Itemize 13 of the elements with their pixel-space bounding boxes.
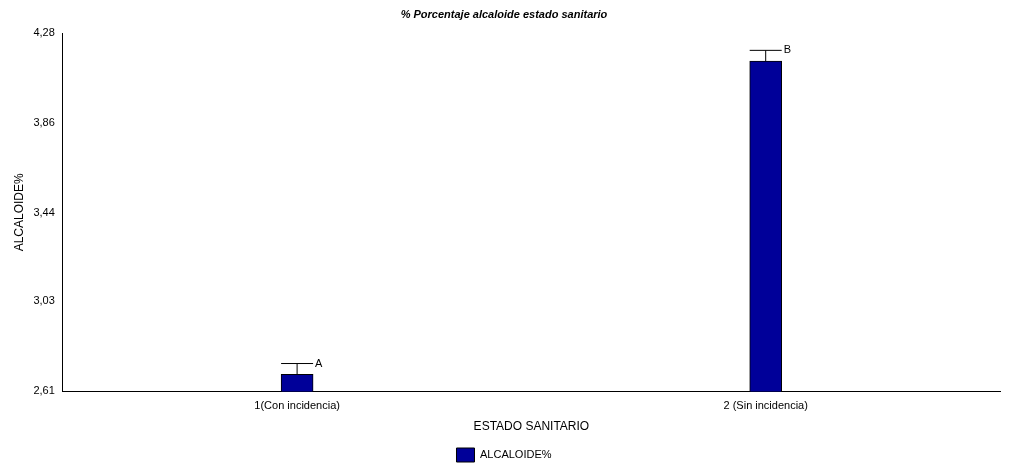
x-tick-label: 1(Con incidencia): [254, 399, 340, 412]
x-tick-label: 2 (Sin incidencia): [723, 399, 808, 412]
y-tick-label: 3,03: [33, 294, 55, 307]
x-axis-title: ESTADO SANITARIO: [473, 419, 590, 434]
y-tick-label: 4,28: [33, 26, 55, 39]
y-tick-label: 3,44: [33, 206, 55, 219]
chart-title: % Porcentaje alcaloide estado sanitario: [400, 7, 608, 20]
y-axis-title: ALCALOIDE%: [11, 172, 26, 252]
y-tick-label: 3,86: [33, 116, 55, 129]
annotation: A: [315, 356, 324, 369]
annotation: B: [783, 43, 792, 56]
y-tick-label: 2,61: [33, 384, 55, 397]
legend-label: ALCALOIDE%: [479, 448, 552, 461]
